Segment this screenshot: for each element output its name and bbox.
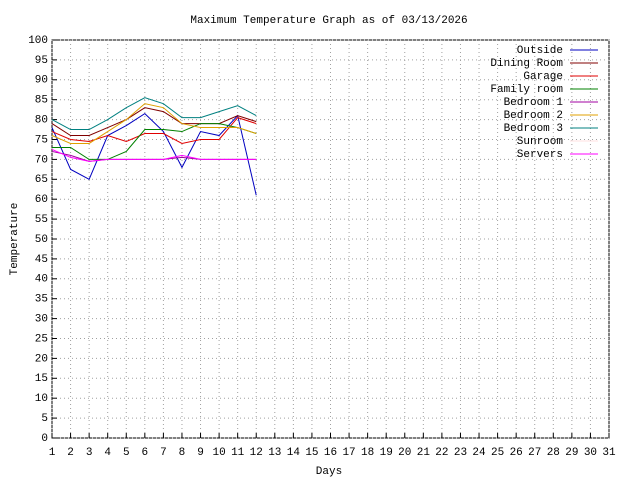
legend-label: Outside: [517, 45, 563, 57]
legend-label: Servers: [517, 149, 563, 161]
y-tick-label: 85: [35, 95, 48, 107]
y-tick-label: 50: [35, 234, 48, 246]
legend-label: Sunroom: [517, 136, 564, 148]
x-tick-label: 24: [472, 447, 486, 459]
y-tick-label: 10: [35, 393, 48, 405]
x-tick-label: 31: [602, 447, 616, 459]
y-tick-label: 15: [35, 373, 48, 385]
y-tick-label: 75: [35, 134, 48, 146]
legend-label: Bedroom 2: [504, 110, 563, 122]
x-tick-label: 15: [305, 447, 318, 459]
x-tick-label: 20: [398, 447, 411, 459]
x-tick-label: 23: [454, 447, 467, 459]
y-tick-label: 25: [35, 333, 48, 345]
series-line: [51, 148, 257, 162]
y-tick-label: 5: [41, 413, 48, 425]
x-tick-label: 9: [197, 447, 204, 459]
y-tick-label: 60: [35, 194, 48, 206]
y-tick-label: 40: [35, 274, 48, 286]
series-line: [51, 112, 257, 196]
x-tick-label: 16: [324, 447, 337, 459]
y-tick-label: 100: [28, 35, 48, 47]
x-tick-label: 11: [231, 447, 245, 459]
series-line: [52, 123, 257, 160]
x-tick-label: 26: [510, 447, 523, 459]
series-line: [51, 97, 257, 131]
x-tick-label: 14: [287, 447, 301, 459]
x-tick-label: 12: [250, 447, 263, 459]
y-tick-label: 20: [35, 353, 48, 365]
x-tick-label: 28: [547, 447, 560, 459]
legend-label: Dining Room: [490, 58, 563, 70]
legend-label: Garage: [523, 71, 563, 83]
y-tick-label: 70: [35, 154, 48, 166]
x-tick-label: 10: [212, 447, 225, 459]
x-tick-label: 19: [380, 447, 393, 459]
y-tick-label: 80: [35, 115, 48, 127]
x-tick-label: 27: [528, 447, 541, 459]
y-tick-label: 55: [35, 214, 48, 226]
series-line: [51, 107, 257, 137]
x-tick-label: 5: [123, 447, 130, 459]
x-tick-label: 13: [268, 447, 281, 459]
x-axis-label: Days: [316, 466, 342, 478]
y-tick-label: 45: [35, 254, 48, 266]
x-tick-label: 22: [435, 447, 448, 459]
x-tick-label: 7: [160, 447, 167, 459]
x-tick-label: 4: [104, 447, 111, 459]
x-tick-label: 2: [67, 447, 74, 459]
x-tick-label: 18: [361, 447, 374, 459]
legend-label: Bedroom 1: [504, 97, 564, 109]
x-tick-label: 29: [565, 447, 578, 459]
x-tick-label: 25: [491, 447, 504, 459]
chart-title: Maximum Temperature Graph as of 03/13/20…: [190, 15, 467, 27]
x-tick-label: 1: [49, 447, 56, 459]
y-tick-label: 35: [35, 294, 48, 306]
series-line: [51, 117, 257, 145]
y-tick-label: 0: [41, 433, 48, 445]
x-tick-label: 8: [179, 447, 186, 459]
y-tick-label: 90: [35, 75, 48, 87]
x-tick-label: 30: [584, 447, 597, 459]
x-tick-label: 17: [342, 447, 355, 459]
y-tick-label: 95: [35, 55, 48, 67]
y-tick-label: 30: [35, 314, 48, 326]
x-tick-label: 3: [86, 447, 93, 459]
x-tick-label: 21: [417, 447, 431, 459]
y-axis-label: Temperature: [9, 203, 21, 276]
series-line: [51, 103, 257, 144]
legend-label: Family room: [490, 84, 563, 96]
y-tick-label: 65: [35, 174, 48, 186]
x-tick-label: 6: [142, 447, 149, 459]
legend-label: Bedroom 3: [504, 123, 563, 135]
